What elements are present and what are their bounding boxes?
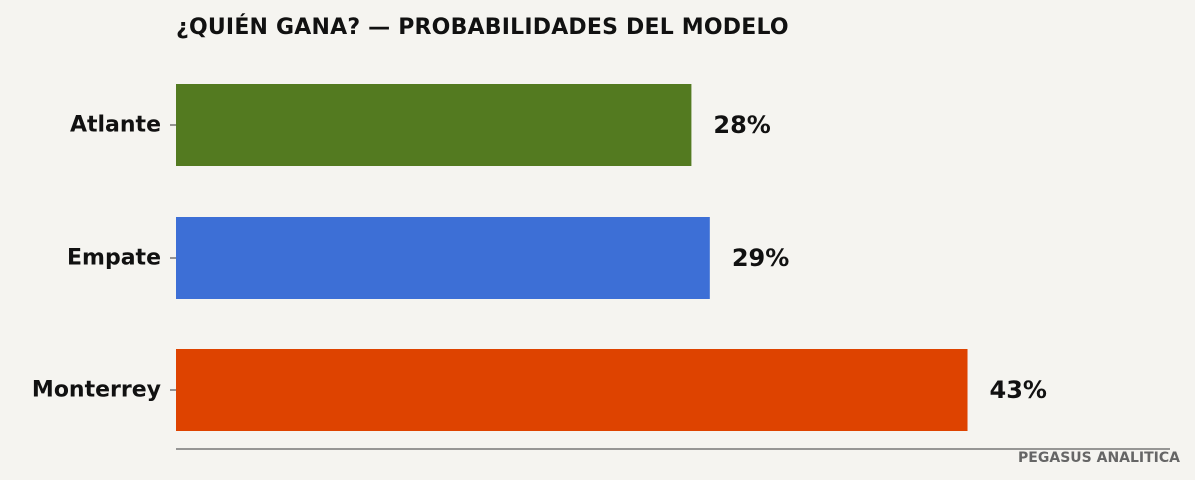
bars-layer: Atlante 28% Empate 29% Monterrey 43%	[32, 84, 1047, 431]
value-label-monterrey: 43%	[990, 376, 1047, 404]
bar-monterrey	[176, 349, 968, 431]
y-tick-label-monterrey: Monterrey	[32, 378, 161, 403]
chart-title: ¿QUIÉN GANA? — PROBABILIDADES DEL MODELO	[176, 15, 789, 40]
source-label: PEGASUS ANALITICA	[1018, 450, 1180, 466]
value-label-atlante: 28%	[713, 111, 770, 139]
y-tick-label-atlante: Atlante	[70, 113, 161, 138]
value-label-empate: 29%	[732, 244, 789, 272]
bar-empate	[176, 217, 710, 299]
bar-atlante	[176, 84, 692, 166]
y-tick-label-empate: Empate	[67, 246, 161, 271]
